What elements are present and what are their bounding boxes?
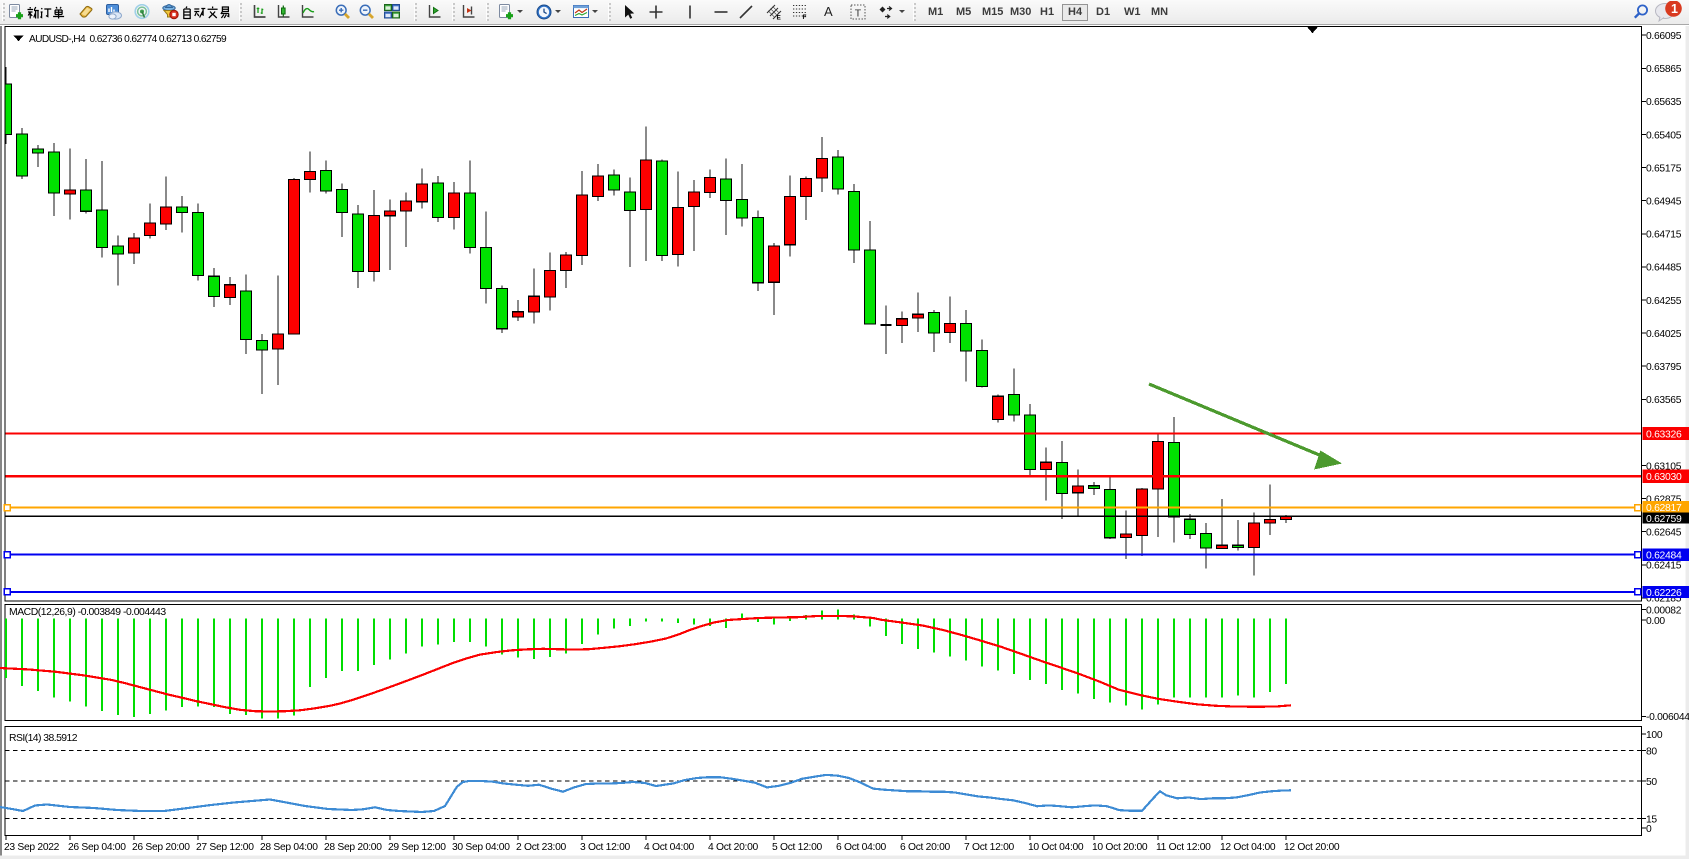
svg-text:T: T bbox=[855, 8, 862, 20]
svg-text:0.64255: 0.64255 bbox=[1646, 296, 1682, 307]
svg-text:15: 15 bbox=[1646, 814, 1657, 825]
svg-text:0.64485: 0.64485 bbox=[1646, 263, 1682, 274]
svg-text:1: 1 bbox=[1671, 2, 1678, 16]
svg-text:0.62226: 0.62226 bbox=[1646, 588, 1682, 599]
svg-text:28 Sep 04:00: 28 Sep 04:00 bbox=[260, 842, 318, 853]
svg-text:0.63030: 0.63030 bbox=[1646, 472, 1682, 483]
svg-text:F: F bbox=[803, 14, 807, 20]
svg-text:0.00082: 0.00082 bbox=[1646, 605, 1682, 616]
svg-text:100: 100 bbox=[1646, 730, 1663, 741]
svg-text:6 Oct 20:00: 6 Oct 20:00 bbox=[900, 842, 951, 853]
svg-text:7 Oct 12:00: 7 Oct 12:00 bbox=[964, 842, 1015, 853]
svg-text:MACD(12,26,9) -0.003849 -0.004: MACD(12,26,9) -0.003849 -0.004443 bbox=[9, 607, 166, 618]
svg-text:11 Oct 12:00: 11 Oct 12:00 bbox=[1156, 842, 1211, 853]
svg-text:0.62875: 0.62875 bbox=[1646, 494, 1682, 505]
svg-text:30 Sep 04:00: 30 Sep 04:00 bbox=[452, 842, 510, 853]
svg-text:3 Oct 12:00: 3 Oct 12:00 bbox=[580, 842, 631, 853]
svg-text:0.62484: 0.62484 bbox=[1646, 551, 1682, 562]
svg-text:0.64945: 0.64945 bbox=[1646, 197, 1682, 208]
svg-text:0.65175: 0.65175 bbox=[1646, 163, 1682, 174]
svg-text:E: E bbox=[777, 15, 782, 21]
svg-text:0.64715: 0.64715 bbox=[1646, 230, 1682, 241]
svg-text:0.66095: 0.66095 bbox=[1646, 31, 1682, 42]
svg-text:0.63326: 0.63326 bbox=[1646, 430, 1682, 441]
svg-text:0: 0 bbox=[1646, 824, 1652, 835]
svg-text:0.00: 0.00 bbox=[1646, 616, 1665, 627]
svg-text:27 Sep 12:00: 27 Sep 12:00 bbox=[196, 842, 254, 853]
svg-text:0.65405: 0.65405 bbox=[1646, 130, 1682, 141]
svg-text:2 Oct 23:00: 2 Oct 23:00 bbox=[516, 842, 567, 853]
svg-text:0.63565: 0.63565 bbox=[1646, 395, 1682, 406]
svg-text:12 Oct 04:00: 12 Oct 04:00 bbox=[1220, 842, 1276, 853]
svg-text:AUDUSD-,H4 0.62736 0.62774 0.: AUDUSD-,H4 0.62736 0.62774 0.62713 0.627… bbox=[29, 34, 227, 45]
svg-text:0.65635: 0.65635 bbox=[1646, 97, 1682, 108]
svg-text:10 Oct 04:00: 10 Oct 04:00 bbox=[1028, 842, 1084, 853]
svg-text:0.62759: 0.62759 bbox=[1646, 514, 1682, 525]
svg-text:50: 50 bbox=[1646, 777, 1657, 788]
svg-text:0.63795: 0.63795 bbox=[1646, 362, 1682, 373]
svg-text:6 Oct 04:00: 6 Oct 04:00 bbox=[836, 842, 887, 853]
svg-text:RSI(14) 38.5912: RSI(14) 38.5912 bbox=[9, 733, 78, 744]
svg-text:0.62185: 0.62185 bbox=[1646, 594, 1682, 605]
svg-text:0.62817: 0.62817 bbox=[1646, 503, 1682, 514]
svg-text:4 Oct 20:00: 4 Oct 20:00 bbox=[708, 842, 759, 853]
svg-text:0.65865: 0.65865 bbox=[1646, 64, 1682, 75]
svg-text:5 Oct 12:00: 5 Oct 12:00 bbox=[772, 842, 823, 853]
svg-text:28 Sep 20:00: 28 Sep 20:00 bbox=[324, 842, 382, 853]
svg-text:80: 80 bbox=[1646, 746, 1657, 757]
svg-text:4 Oct 04:00: 4 Oct 04:00 bbox=[644, 842, 695, 853]
svg-text:0.63105: 0.63105 bbox=[1646, 461, 1682, 472]
svg-text:10 Oct 20:00: 10 Oct 20:00 bbox=[1092, 842, 1148, 853]
svg-text:0.64025: 0.64025 bbox=[1646, 329, 1682, 340]
svg-text:29 Sep 12:00: 29 Sep 12:00 bbox=[388, 842, 446, 853]
svg-text:0.62645: 0.62645 bbox=[1646, 528, 1682, 539]
svg-text:26 Sep 04:00: 26 Sep 04:00 bbox=[68, 842, 126, 853]
svg-text:23 Sep 2022: 23 Sep 2022 bbox=[4, 842, 60, 853]
svg-text:0.62415: 0.62415 bbox=[1646, 561, 1682, 572]
svg-text:26 Sep 20:00: 26 Sep 20:00 bbox=[132, 842, 190, 853]
svg-text:-0.006044: -0.006044 bbox=[1646, 712, 1689, 723]
svg-text:12 Oct 20:00: 12 Oct 20:00 bbox=[1284, 842, 1340, 853]
